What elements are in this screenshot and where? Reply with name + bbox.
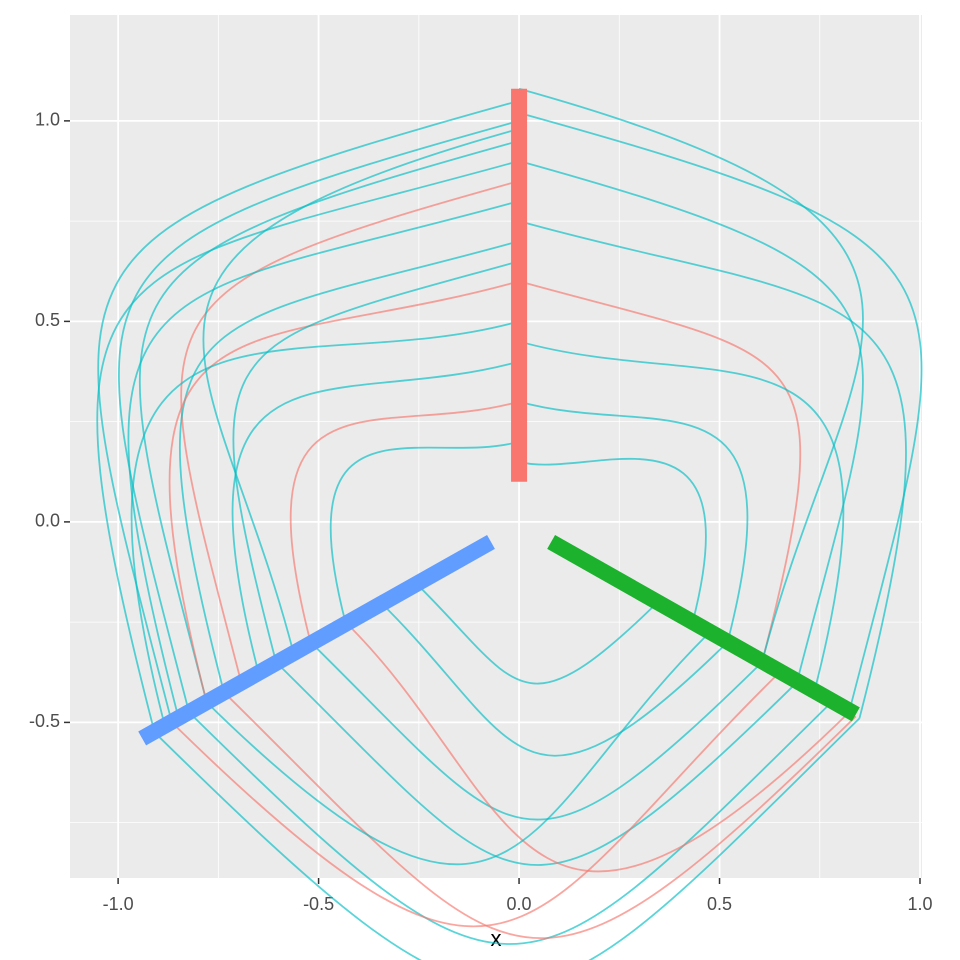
edge: [96, 160, 520, 733]
edge: [518, 160, 864, 683]
edge: [379, 601, 729, 757]
edge: [127, 200, 520, 719]
y-tick-label: 1.0: [35, 110, 60, 130]
edge: [275, 661, 798, 866]
edge: [518, 87, 864, 663]
edge: [518, 400, 749, 643]
edge: [178, 240, 520, 693]
edge: [130, 320, 520, 727]
edge: [153, 717, 861, 960]
edge: [231, 360, 520, 673]
edge: [168, 280, 520, 703]
edge: [518, 111, 923, 713]
edge: [518, 220, 907, 719]
edge: [309, 641, 763, 821]
edge: [97, 99, 520, 723]
edge: [518, 280, 802, 663]
edge: [344, 621, 850, 873]
edge: [232, 260, 520, 663]
edge: [188, 701, 833, 945]
y-tick-label: 0.5: [35, 310, 60, 330]
x-tick-label: 0.5: [707, 894, 732, 914]
edge: [206, 631, 711, 865]
edge: [202, 128, 520, 653]
edge: [518, 457, 707, 623]
x-tick-label: -1.0: [103, 894, 134, 914]
x-tick-label: 0.0: [507, 894, 532, 914]
y-tick-label: -0.5: [29, 711, 60, 731]
edge: [118, 120, 520, 713]
y-tick-label: 0.0: [35, 511, 60, 531]
edge: [171, 671, 781, 928]
edge: [180, 180, 520, 683]
edge: [329, 440, 520, 623]
x-axis-label: x: [491, 926, 502, 951]
hive-axis: [547, 534, 860, 722]
edge: [518, 340, 845, 693]
edge: [223, 691, 857, 939]
x-tick-label: 1.0: [907, 894, 932, 914]
hive-axis: [138, 534, 495, 746]
x-tick-label: -0.5: [303, 894, 334, 914]
edge: [289, 400, 520, 643]
edge: [138, 140, 520, 703]
edge: [414, 581, 659, 685]
